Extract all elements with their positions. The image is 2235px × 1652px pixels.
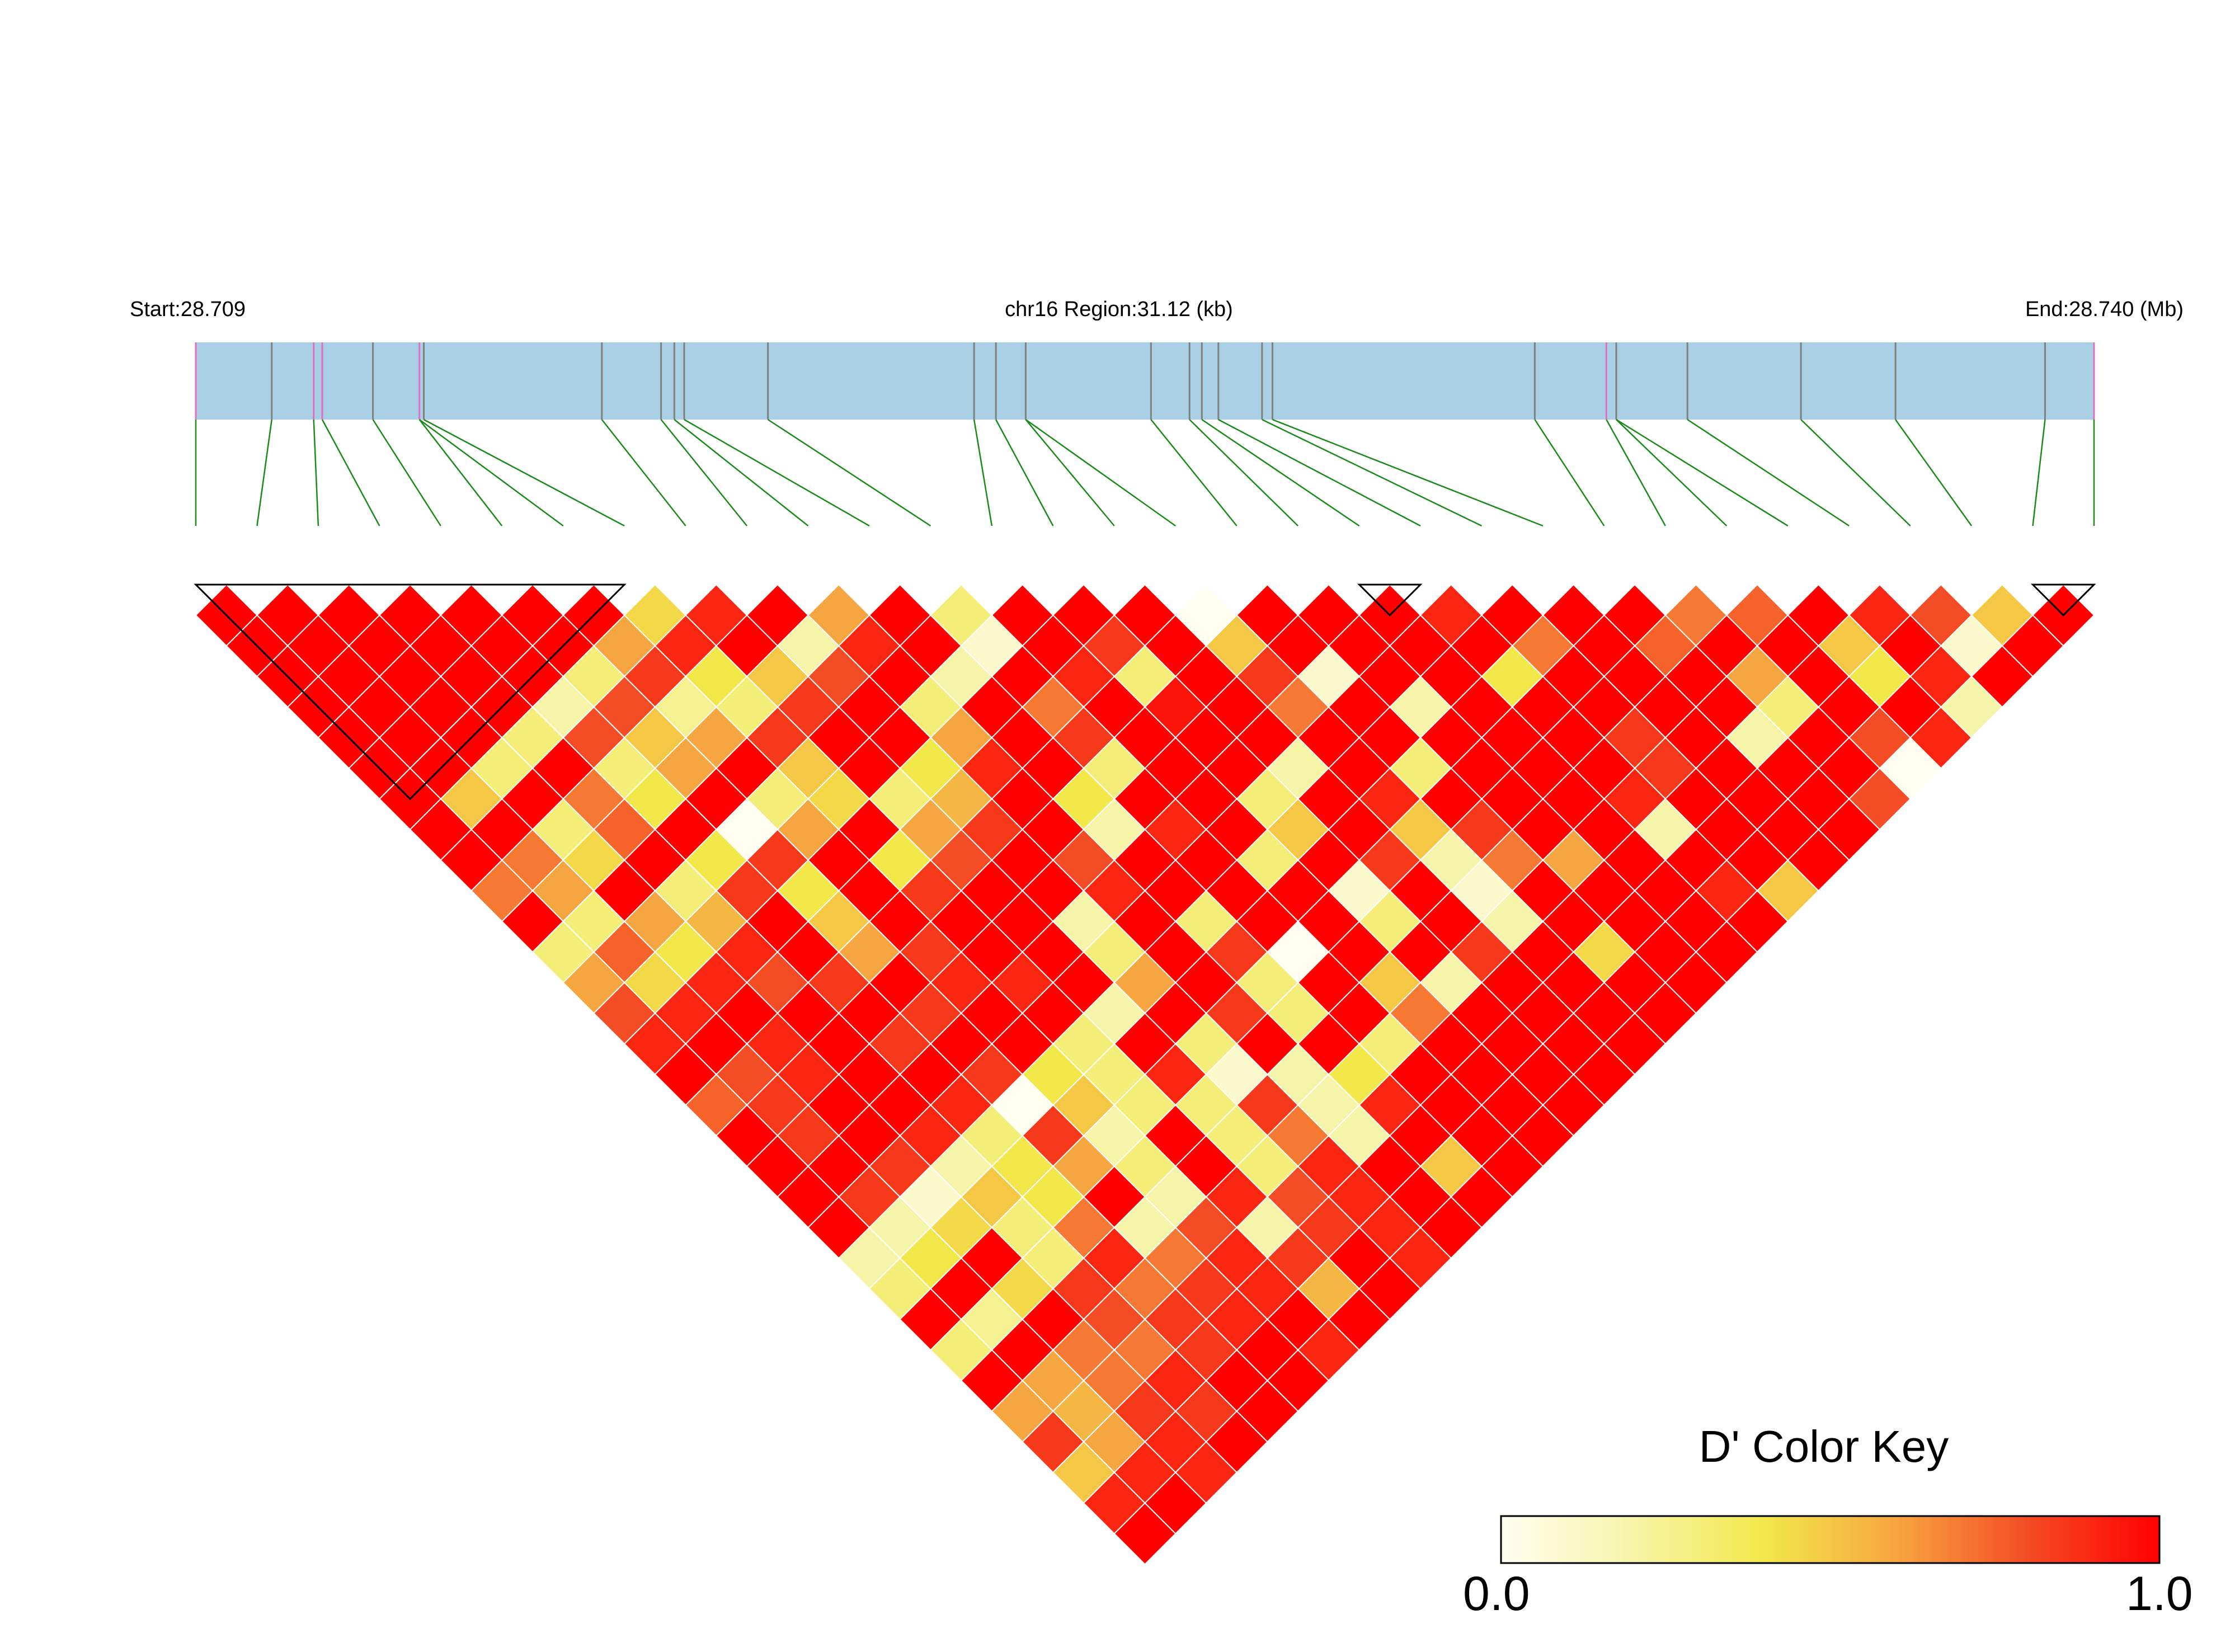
region-label: chr16 Region:31.12 (kb) — [1005, 298, 1233, 321]
snp-connector — [674, 419, 809, 526]
snp-connector — [423, 418, 625, 527]
snp-connector — [767, 418, 931, 527]
snp-connector — [601, 419, 686, 526]
color-key-title: D' Color Key — [1698, 1422, 1949, 1471]
snp-connector — [313, 419, 319, 526]
ld-cell — [1113, 1502, 1177, 1565]
snp-connector — [1218, 418, 1421, 527]
ld-cells — [195, 583, 2095, 1565]
snp-connector — [1025, 418, 1176, 527]
haplotype-block-outline — [194, 583, 627, 801]
snp-connector-lines — [195, 418, 2095, 527]
haplotype-block-outlines — [194, 583, 2096, 801]
color-key-max-label: 1.0 — [2126, 1567, 2193, 1621]
snp-connector — [372, 419, 441, 526]
snp-connector — [418, 418, 564, 527]
snp-connector — [256, 419, 272, 526]
snp-connector — [1606, 419, 1666, 526]
start-label: Start:28.709 — [130, 298, 246, 321]
snp-connector — [418, 419, 503, 526]
snp-connector — [1201, 418, 1360, 527]
snp-connector — [1687, 418, 1850, 527]
color-key-min-label: 0.0 — [1463, 1567, 1530, 1621]
snp-connector — [1272, 418, 1544, 527]
snp-connector — [973, 419, 993, 526]
snp-connector — [1616, 418, 1789, 527]
snp-connector — [1262, 418, 1483, 527]
color-key-bar — [1500, 1515, 2161, 1564]
snp-connector — [684, 418, 870, 527]
haplotype-block-outline — [2030, 583, 2096, 616]
snp-connector — [1534, 419, 1605, 526]
end-label: End:28.740 (Mb) — [2025, 298, 2184, 321]
snp-connector — [1800, 419, 1911, 526]
snp-connector — [1150, 419, 1238, 526]
snp-connector — [1189, 419, 1299, 526]
gene-region-bar — [196, 342, 2094, 420]
snp-connector — [995, 419, 1054, 526]
snp-connector — [1025, 419, 1115, 526]
snp-connector — [660, 419, 748, 526]
snp-connector — [1895, 419, 1973, 526]
snp-connector — [2032, 419, 2046, 526]
snp-connector — [1616, 419, 1728, 526]
haplotype-block-outline — [1357, 583, 1423, 616]
snp-connector — [321, 419, 380, 526]
snp-position-lines — [195, 342, 2095, 420]
